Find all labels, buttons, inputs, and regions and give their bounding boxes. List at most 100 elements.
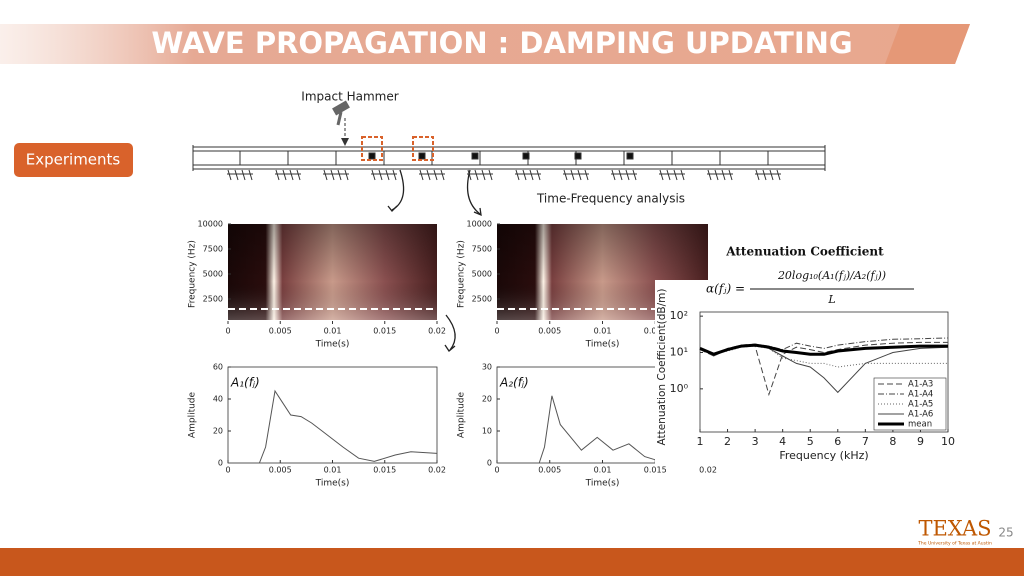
support-pad [755,169,760,181]
badge [14,143,133,177]
support-pad [474,169,479,181]
y-tick-label: 10² [670,309,688,322]
x-tick-label: 0.01 [594,327,612,336]
x-axis-label: Time(s) [315,479,350,489]
plots: 0 0.005 0.01 0.015 0.0225005000750010000Time… [188,220,970,489]
y-axis-label: Frequency (Hz) [188,240,198,308]
y-tick-label: 10000 [198,220,223,229]
bridge-diagram [192,145,826,181]
legend-label: A1-A5 [908,400,933,410]
y-tick-label: 7500 [472,245,492,254]
support-pad [337,169,342,181]
support-pad [440,169,445,181]
support-pad [577,169,582,181]
chart: 0 0.005 0.01 0.015 0.02 2500 5000 7500 10000 Time… [188,220,446,350]
series-line [497,395,656,464]
axes-box [227,366,438,464]
sensor [522,152,530,160]
support-pad [721,169,726,181]
y-axis-label: Frequency (Hz) [457,240,467,308]
x-tick-label: 0.005 [538,327,561,336]
formula-title: Attenuation Coefficient [725,245,884,259]
x-tick-label: 8 [889,435,896,448]
impact-label: Impact Hammer [301,90,398,104]
support-pad [762,169,767,181]
support-pad [632,169,637,181]
annotation: A₁(fⱼ) [230,376,260,390]
y-tick-label: 0 [487,459,492,468]
x-tick-label: 0.02 [428,466,446,475]
support-pad [467,169,472,181]
x-tick-label: 6 [834,435,841,448]
support-pad [371,169,376,181]
support-pad [248,169,253,181]
support-pad [488,169,493,181]
analysis-label: Time-Frequency analysis [536,192,685,206]
y-axis-label: Amplitude [188,391,198,438]
y-tick-label: 10 [482,427,492,436]
page-number: 25 [998,526,1013,540]
support-pad [529,169,534,181]
support-pad [728,169,733,181]
spectrogram-shade [228,224,437,320]
sensor-box [361,136,383,161]
support-pad [275,169,280,181]
support-pad [378,169,383,181]
badge-label: Experiments [26,151,121,169]
support-pad [522,169,527,181]
x-axis-label: Frequency (kHz) [779,449,868,462]
x-tick-label: 4 [779,435,786,448]
formula-lhs: α(fⱼ) = [706,282,745,296]
hammer [332,100,350,146]
x-tick-label: 0.01 [324,327,342,336]
y-tick-label: 20 [482,395,492,404]
support-pad [666,169,671,181]
slide-title: WAVE PROPAGATION : DAMPING UPDATING [151,26,852,60]
y-tick-label: 5000 [203,270,223,279]
y-axis-label: Attenuation Coefficient(dB/m) [656,288,668,445]
support-pad [241,169,246,181]
support-pad [481,169,486,181]
formula-numerator: 20log₁₀(A₁(fⱼ)/A₂(fⱼ)) [777,269,886,282]
chart: 00.0050.010.01525005000750010000Time(s)F… [457,220,708,350]
chart: 1 2 3 4 5 6 7 8 9 10 10⁰ 10¹ 10² Frequency (kHz) Atten… [656,288,955,462]
x-axis-label: Time(s) [315,340,350,350]
sensor [626,152,634,160]
arrows [387,169,482,352]
x-tick-label: 10 [941,435,955,448]
support-pad [289,169,294,181]
support-pad [659,169,664,181]
support-pad [536,169,541,181]
series-line [699,341,948,397]
support-pad [673,169,678,181]
x-axis-label: Time(s) [585,479,620,489]
support-pad [680,169,685,181]
support-pad [570,169,575,181]
support-pad [426,169,431,181]
sensor [368,152,376,160]
support-pad [433,169,438,181]
y-tick-label: 7500 [203,245,223,254]
support-pad [330,169,335,181]
x-tick-label: 9 [917,435,924,448]
support-pad [714,169,719,181]
series-line [228,389,438,464]
x-tick-label: 7 [862,435,869,448]
y-tick-label: 0 [218,459,223,468]
support-pad [385,169,390,181]
sensor [471,152,479,160]
x-tick-label: 0 [225,327,230,336]
y-tick-label: 10¹ [670,345,688,358]
formula-denominator: L [827,293,835,306]
support-pad [584,169,589,181]
x-tick-label: 0.015 [644,466,667,475]
x-tick-label: 0.005 [538,466,561,475]
x-tick-label: 0.005 [269,327,292,336]
y-axis-label: Amplitude [457,391,467,438]
sensor-box [412,136,434,161]
support-pad [234,169,239,181]
legend-label: A1-A3 [908,380,933,390]
support-pad [296,169,301,181]
y-tick-label: 5000 [472,270,492,279]
